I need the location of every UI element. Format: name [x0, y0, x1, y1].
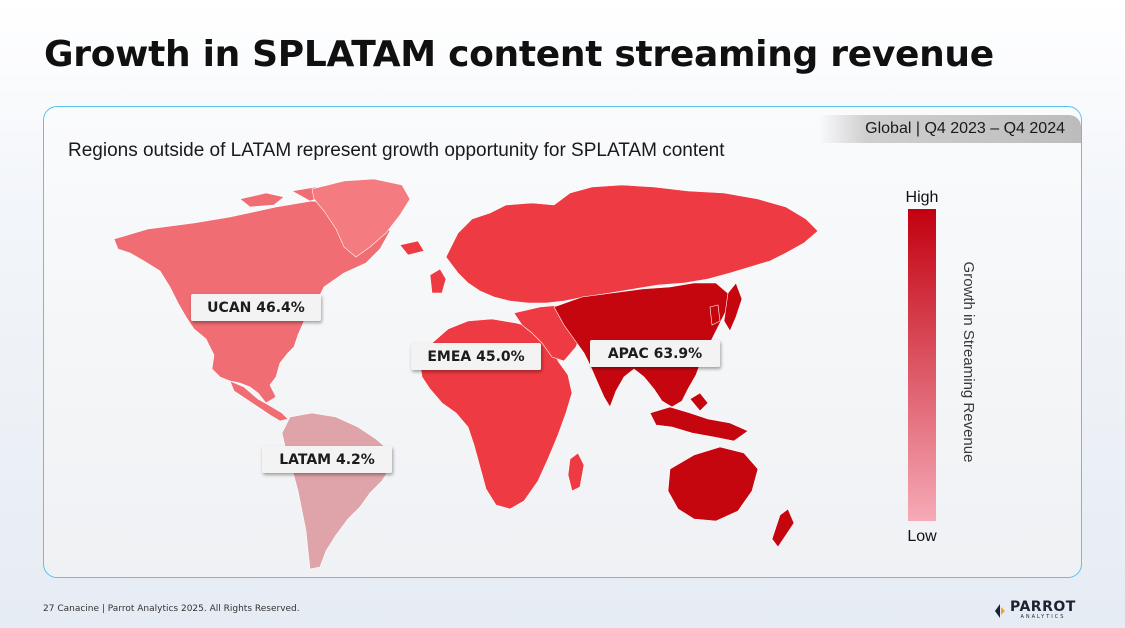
map-shape-uk — [429, 268, 447, 294]
region-apac — [553, 282, 795, 548]
label-box-latam — [262, 446, 392, 473]
brand-logo: PARROT ANALYTICS — [994, 600, 1076, 621]
map-shape-iceland — [399, 240, 425, 256]
label-box-ucan — [191, 294, 321, 321]
label-text-emea: EMEA 45.0% — [427, 349, 524, 365]
parrot-logo-icon — [995, 603, 1005, 618]
map-shape-australia — [667, 446, 759, 522]
map-shape-latam — [281, 412, 393, 570]
footer-text: 27 Canacine | Parrot Analytics 2025. All… — [43, 604, 300, 614]
chart-subtitle: Regions outside of LATAM represent growt… — [68, 140, 725, 161]
legend-color-bar — [908, 209, 936, 521]
map-shape-new-zealand — [771, 508, 795, 548]
map-shape-greenland — [311, 178, 411, 258]
brand-tagline: ANALYTICS — [1020, 614, 1066, 620]
legend-low-label: Low — [907, 528, 937, 545]
label-text-apac: APAC 63.9% — [608, 346, 702, 362]
map-shape-madagascar — [567, 452, 585, 492]
page-title: Growth in SPLATAM content streaming reve… — [44, 34, 994, 75]
region-label-ucan: UCAN 46.4% — [191, 294, 321, 321]
map-shape-europe-russia — [445, 184, 819, 304]
region-label-emea: EMEA 45.0% — [411, 343, 541, 370]
label-text-ucan: UCAN 46.4% — [207, 300, 305, 316]
world-map-chart: UCAN 46.4% EMEA 45.0% APAC 63.9% LATAM 4… — [113, 178, 977, 570]
region-label-apac: APAC 63.9% — [590, 340, 720, 367]
map-shape-ucan-central — [229, 380, 289, 422]
label-box-emea — [411, 343, 541, 370]
legend-axis-title: Growth in Streaming Revenue — [960, 262, 977, 463]
region-label-latam: LATAM 4.2% — [262, 446, 392, 473]
brand-name: PARROT — [1010, 599, 1076, 615]
chart-panel: Global | Q4 2023 – Q4 2024 Regions outsi… — [43, 106, 1082, 578]
map-shape-se-asia-islands — [649, 392, 749, 442]
scope-tag: Global | Q4 2023 – Q4 2024 — [819, 115, 1081, 143]
legend-high-label: High — [906, 189, 939, 206]
map-shape-japan-korea — [709, 282, 743, 332]
label-box-apac — [590, 340, 720, 367]
label-text-latam: LATAM 4.2% — [279, 452, 375, 468]
